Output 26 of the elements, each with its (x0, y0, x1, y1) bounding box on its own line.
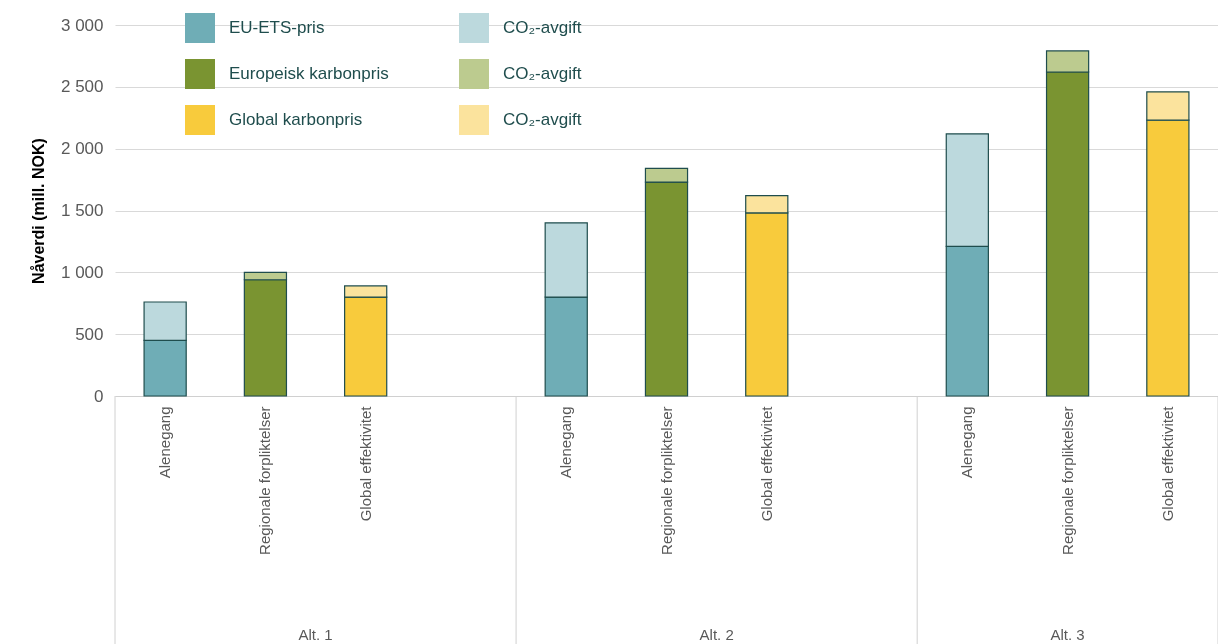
legend-label: CO₂-avgift (503, 64, 582, 83)
text: Alt. 2 (699, 626, 734, 643)
y-tick-label: 2 000 (60, 139, 104, 159)
legend-label: Europeisk karbonpris (229, 64, 389, 83)
text: Alt. 1 (298, 626, 333, 643)
x-tick-label: Regionale forpliktelser (256, 406, 274, 555)
legend-label: CO₂-avgift (503, 18, 582, 37)
x-tick-label: Global effektivitet (757, 405, 775, 522)
legend-label: Global karbonpris (229, 110, 363, 129)
y-tick-label: 1 000 (60, 262, 104, 282)
x-tick-label: Global effektivitet (356, 405, 374, 522)
x-tick-label: Alenegang (557, 406, 575, 479)
y-tick-label: 3 000 (60, 15, 104, 35)
legend-label: CO₂-avgift (503, 110, 582, 129)
y-tick-label: 1 500 (60, 201, 104, 220)
y-tick-label: 2 500 (60, 77, 104, 97)
x-tick-label: Global effektivitet (1158, 405, 1176, 522)
legend-label: EU-ETS-pris (229, 18, 325, 37)
x-tick-label: Regionale forpliktelser (657, 406, 675, 555)
x-tick-label: Alenegang (958, 406, 976, 479)
text: Alt. 3 (1050, 626, 1085, 643)
y-tick-label: 0 (94, 386, 104, 406)
x-tick-label: Regionale forpliktelser (1058, 406, 1076, 555)
x-tick-label: Alenegang (156, 406, 174, 479)
y-axis-title: Nåverdi (mill. NOK) (29, 138, 47, 284)
y-tick-label: 500 (75, 324, 104, 344)
